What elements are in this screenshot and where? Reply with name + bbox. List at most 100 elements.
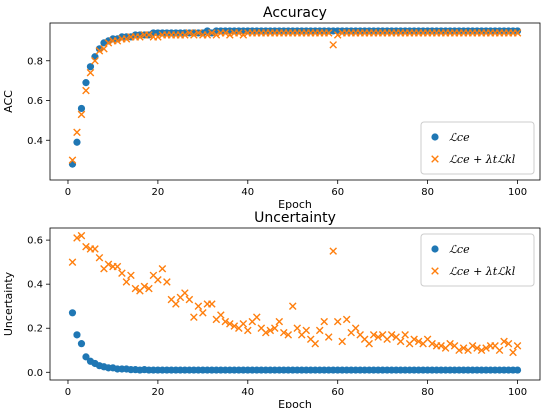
data-point bbox=[77, 340, 86, 348]
data-point bbox=[68, 309, 77, 317]
data-point bbox=[261, 328, 270, 337]
data-point bbox=[374, 333, 382, 341]
data-point bbox=[127, 271, 135, 280]
data-point bbox=[86, 68, 95, 77]
data-point bbox=[118, 269, 126, 277]
data-point bbox=[77, 231, 86, 240]
data-point bbox=[315, 326, 324, 335]
x-tick-label: 100 bbox=[508, 387, 527, 398]
y-tick-label: 0.4 bbox=[27, 136, 43, 147]
data-point bbox=[437, 342, 445, 350]
y-tick-label: 0.0 bbox=[27, 368, 43, 379]
data-point bbox=[284, 331, 293, 339]
data-point bbox=[68, 160, 77, 168]
data-point bbox=[329, 41, 338, 49]
data-point bbox=[329, 247, 338, 255]
data-point bbox=[82, 86, 90, 95]
plot-frame bbox=[49, 22, 541, 181]
data-point bbox=[288, 302, 297, 310]
x-tick-label: 0 bbox=[65, 387, 71, 398]
plot-frame bbox=[49, 227, 541, 381]
data-point bbox=[226, 320, 234, 328]
data-point bbox=[203, 31, 212, 39]
legend-box bbox=[420, 233, 535, 287]
data-point bbox=[154, 275, 162, 284]
data-point bbox=[73, 234, 81, 242]
data-point bbox=[513, 29, 522, 37]
data-point bbox=[477, 346, 486, 355]
data-point bbox=[131, 284, 140, 293]
legend-box bbox=[420, 121, 535, 175]
data-point bbox=[185, 295, 194, 304]
data-point bbox=[302, 326, 311, 335]
data-point bbox=[482, 344, 490, 352]
data-point bbox=[279, 328, 288, 337]
data-point bbox=[82, 353, 90, 361]
data-point bbox=[208, 29, 216, 37]
data-point bbox=[513, 342, 522, 350]
data-point bbox=[221, 29, 230, 37]
legend-marker bbox=[431, 267, 439, 275]
data-point bbox=[91, 245, 99, 253]
data-point bbox=[428, 339, 436, 348]
data-point bbox=[459, 344, 468, 352]
x-tick-label: 20 bbox=[152, 387, 165, 398]
data-point bbox=[154, 33, 162, 41]
x-tick-label: 20 bbox=[152, 187, 165, 198]
data-point bbox=[172, 300, 180, 308]
data-point bbox=[365, 339, 373, 348]
data-point bbox=[86, 63, 95, 71]
chart-title: Uncertainty bbox=[254, 210, 336, 226]
y-tick-label: 0.4 bbox=[27, 280, 43, 291]
data-point bbox=[100, 45, 108, 53]
data-point bbox=[181, 289, 189, 297]
x-axis-label: Epoch bbox=[278, 198, 312, 211]
data-point bbox=[208, 300, 216, 308]
data-point bbox=[95, 47, 104, 55]
x-tick-label: 80 bbox=[421, 387, 434, 398]
data-point bbox=[513, 27, 522, 35]
data-point bbox=[221, 317, 230, 326]
data-point bbox=[217, 311, 225, 319]
legend-marker bbox=[431, 245, 439, 253]
data-point bbox=[73, 331, 81, 339]
data-point bbox=[113, 262, 122, 271]
data-point bbox=[77, 104, 86, 113]
y-tick-label: 0.8 bbox=[27, 56, 43, 67]
data-point bbox=[324, 29, 333, 37]
data-point bbox=[446, 339, 454, 348]
data-point bbox=[509, 348, 517, 357]
uncertainty-panel: Uncertainty 0 20 40 60 80 100 0.0 0.2 0.4 0.6 Epoch… bbox=[2, 210, 541, 408]
data-point bbox=[82, 242, 90, 251]
data-point bbox=[275, 317, 284, 326]
data-point bbox=[73, 128, 81, 137]
data-point bbox=[468, 342, 477, 350]
x-tick-label: 40 bbox=[241, 187, 254, 198]
data-point bbox=[387, 331, 396, 339]
series-ce-plus-kl bbox=[68, 29, 522, 164]
data-point bbox=[473, 344, 481, 352]
data-point bbox=[82, 79, 90, 87]
y-tick-label: 0.6 bbox=[27, 236, 43, 247]
data-point bbox=[91, 53, 99, 61]
data-point bbox=[181, 31, 189, 39]
data-point bbox=[333, 317, 342, 326]
data-point bbox=[230, 322, 239, 330]
data-point bbox=[158, 264, 167, 273]
data-point bbox=[136, 33, 144, 41]
data-point bbox=[68, 258, 77, 266]
series-ce bbox=[68, 309, 522, 374]
data-point bbox=[122, 278, 131, 286]
data-point bbox=[500, 337, 508, 346]
data-point bbox=[122, 35, 131, 43]
legend: ℒce ℒce + λtℒkl bbox=[420, 121, 535, 175]
legend-label: ℒce + λtℒkl bbox=[449, 153, 516, 166]
legend-label: ℒce bbox=[449, 131, 470, 144]
data-point bbox=[190, 313, 198, 322]
data-point bbox=[270, 324, 279, 333]
data-point bbox=[410, 335, 418, 344]
x-tick-label: 100 bbox=[508, 187, 527, 198]
x-axis-label: Epoch bbox=[278, 398, 312, 408]
x-tick-label: 60 bbox=[331, 387, 344, 398]
